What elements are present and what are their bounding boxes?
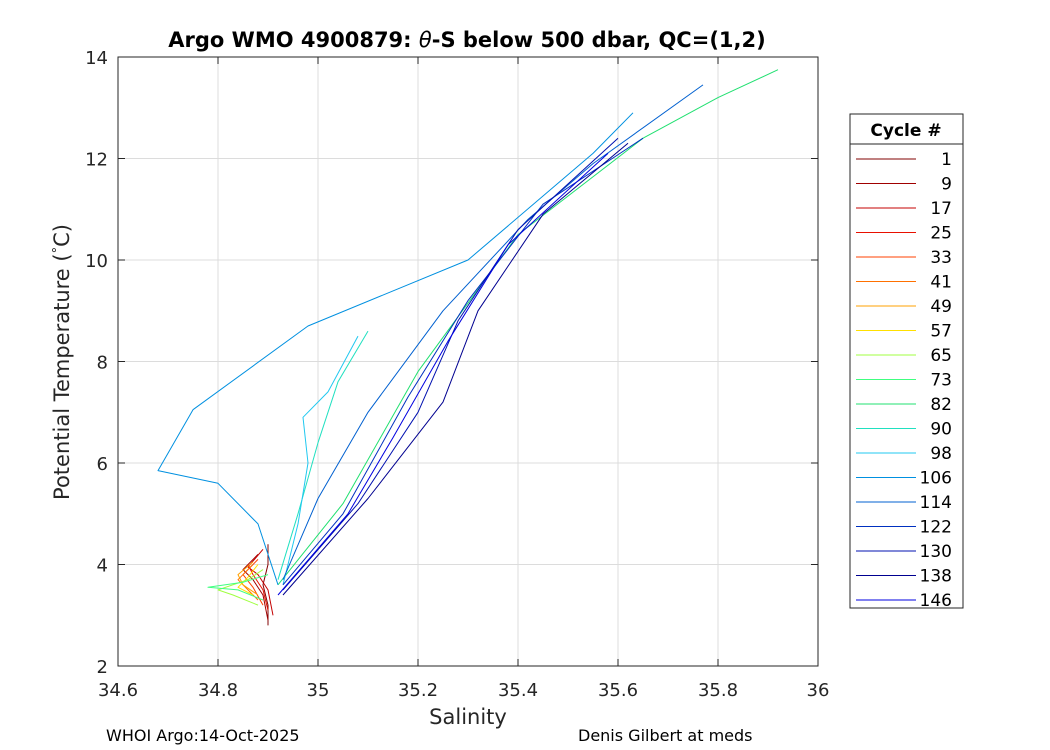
legend-label-cycle-25: 25 <box>930 224 952 244</box>
title-theta: θ <box>419 28 432 52</box>
series-line-cycle-146 <box>277 153 609 596</box>
legend-label-cycle-146: 146 <box>920 591 952 611</box>
y-tick-label: 12 <box>85 150 108 171</box>
legend-label-cycle-49: 49 <box>930 297 952 317</box>
y-tick-label: 2 <box>97 657 108 678</box>
legend-label-cycle-9: 9 <box>941 175 952 195</box>
legend-label-cycle-1: 1 <box>941 150 952 170</box>
legend-box <box>849 113 964 609</box>
y-tick-label: 10 <box>85 251 108 272</box>
series-line-cycle-49 <box>237 561 259 596</box>
x-tick-label: 35.8 <box>698 680 738 701</box>
legend-label-cycle-114: 114 <box>920 493 952 513</box>
legend-entries: 1 9 17 25 33 41 49 57 65 73 82 90 98 106 114 122 130 138 1… <box>856 150 952 611</box>
legend-label-cycle-138: 138 <box>920 567 952 587</box>
series-layer <box>157 69 779 626</box>
tick-marks <box>117 56 819 667</box>
series-line-cycle-122 <box>282 137 644 586</box>
y-tick-labels: 2 4 6 8 10 12 14 <box>85 48 108 678</box>
x-tick-labels: 34.6 34.8 35 35.2 35.4 35.6 35.8 36 <box>98 680 829 701</box>
title-part-1: Argo WMO 4900879: <box>168 28 419 52</box>
legend-label-cycle-82: 82 <box>930 395 952 415</box>
y-axis-label: Potential Temperature (°C) <box>50 224 74 500</box>
y-tick-label: 8 <box>97 353 108 374</box>
legend-label-cycle-122: 122 <box>920 518 952 538</box>
x-tick-label: 35.6 <box>598 680 638 701</box>
series-line-cycle-73 <box>207 574 269 601</box>
x-tick-label: 34.8 <box>198 680 238 701</box>
legend-label-cycle-41: 41 <box>930 273 952 293</box>
legend-label-cycle-98: 98 <box>930 444 952 464</box>
series-line-cycle-90 <box>277 330 369 580</box>
legend-label-cycle-106: 106 <box>920 469 952 489</box>
x-tick-label: 34.6 <box>98 680 138 701</box>
y-label-main: Potential Temperature ( <box>50 253 74 500</box>
series-line-cycle-106 <box>157 112 634 585</box>
y-label-degree: ° <box>51 247 66 254</box>
plot-area: 34.6 34.8 35 35.2 35.4 35.6 35.8 36 2 4 6 8 10 12 14 <box>85 48 829 701</box>
chart-title: Argo WMO 4900879: θ-S below 500 dbar, QC… <box>168 28 765 52</box>
y-label-end: C) <box>50 224 74 247</box>
footer-left-credit: WHOI Argo:14-Oct-2025 <box>106 726 300 745</box>
y-tick-label: 4 <box>97 556 108 577</box>
series-line-cycle-98 <box>282 335 359 585</box>
legend-label-cycle-130: 130 <box>920 542 952 562</box>
x-axis-label: Salinity <box>429 705 507 729</box>
legend-label-cycle-33: 33 <box>930 248 952 268</box>
series-line-cycle-138 <box>282 142 629 596</box>
x-tick-label: 35.4 <box>498 680 538 701</box>
legend-label-cycle-90: 90 <box>930 420 952 440</box>
legend-label-cycle-65: 65 <box>930 346 952 366</box>
y-tick-label: 14 <box>85 48 108 69</box>
series-line-cycle-25 <box>247 564 269 611</box>
legend-label-cycle-57: 57 <box>930 322 952 342</box>
series-line-cycle-65 <box>217 569 264 606</box>
y-tick-label: 6 <box>97 454 108 475</box>
legend-label-cycle-17: 17 <box>930 199 952 219</box>
footer-right-credit: Denis Gilbert at meds <box>578 726 753 745</box>
legend: Cycle # 1 9 17 25 33 41 49 57 65 73 82 90 98 106 114 12… <box>849 113 964 611</box>
series-line-cycle-1 <box>262 544 269 626</box>
series-line-cycle-17 <box>247 548 274 616</box>
x-tick-label: 35.2 <box>398 680 438 701</box>
legend-label-cycle-73: 73 <box>930 371 952 391</box>
x-tick-label: 35 <box>307 680 330 701</box>
grid-lines <box>118 57 818 666</box>
series-line-cycle-82 <box>277 69 779 586</box>
x-tick-label: 36 <box>807 680 830 701</box>
title-part-3: -S below 500 dbar, QC=(1,2) <box>432 28 766 52</box>
series-line-cycle-130 <box>282 137 619 591</box>
legend-title: Cycle # <box>870 121 941 141</box>
series-line-cycle-114 <box>282 84 704 580</box>
